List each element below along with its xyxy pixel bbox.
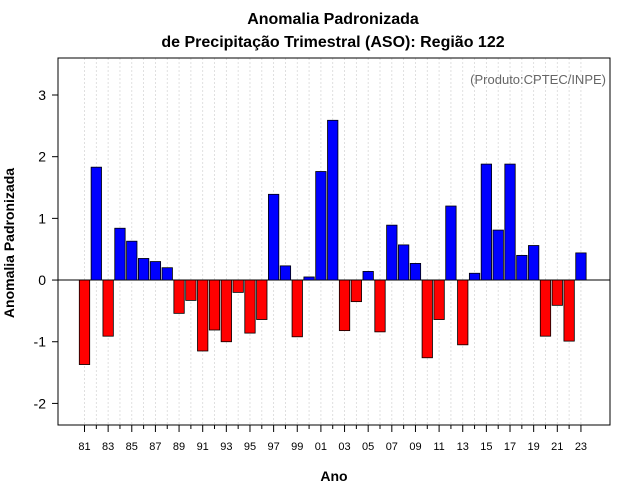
- bar-1987: [149, 261, 162, 281]
- bar-1982: [90, 166, 102, 281]
- bar-1995: [244, 279, 256, 334]
- x-tick-label: 87: [149, 441, 161, 453]
- bar-2019: [528, 245, 540, 281]
- x-tick-label: 01: [315, 441, 327, 453]
- bar-2017: [504, 163, 516, 281]
- bar-2011: [433, 279, 445, 320]
- bar-1983: [102, 279, 114, 337]
- x-axis: 81 83 85 87 89 91 93 95 97 99 01 03 05 07 09 11 13 15 17 19…: [78, 425, 587, 453]
- bar-1992: [208, 279, 221, 331]
- chart-title-line2: de Precipitação Trimestral (ASO): Região…: [161, 34, 504, 51]
- x-tick-label: 85: [126, 441, 138, 453]
- x-tick-label: 13: [457, 441, 469, 453]
- bar-1985: [126, 240, 138, 281]
- y-tick-label: 3: [38, 87, 46, 103]
- bar-1986: [137, 258, 150, 281]
- x-tick-label: 19: [528, 441, 540, 453]
- bar-1999: [291, 279, 303, 338]
- x-tick-label: 03: [338, 441, 350, 453]
- bar-2015: [480, 163, 492, 281]
- x-tick-label: 07: [386, 441, 398, 453]
- bar-1998: [279, 265, 292, 281]
- bar-2007: [386, 224, 398, 281]
- bar-2008: [398, 244, 410, 281]
- y-tick-label: 0: [38, 272, 46, 288]
- bar-1989: [173, 279, 185, 314]
- bar-2004: [350, 279, 362, 303]
- y-tick-label: 1: [38, 210, 46, 226]
- plot-frame: [57, 57, 611, 426]
- x-tick-label: 97: [267, 441, 279, 453]
- bar-1993: [220, 279, 232, 343]
- x-tick-label: 91: [197, 441, 209, 453]
- bar-2022: [563, 279, 575, 342]
- y-axis-label: Anomalia Padronizada: [1, 168, 17, 318]
- vertical-gridlines: [84, 58, 582, 425]
- x-tick-label: 11: [433, 441, 444, 453]
- bar-2000: [303, 276, 315, 281]
- bar-2003: [338, 279, 351, 332]
- bar-1981: [78, 279, 91, 365]
- credit-text: (Produto:CPTEC/INPE): [470, 72, 606, 87]
- x-tick-label: 83: [102, 441, 114, 453]
- x-tick-label: 93: [220, 441, 232, 453]
- bar-2001: [315, 171, 327, 281]
- x-tick-label: 89: [173, 441, 185, 453]
- x-tick-label: 09: [409, 441, 421, 453]
- bar-1996: [256, 279, 268, 320]
- bar-1994: [232, 279, 244, 293]
- y-tick-label: -1: [34, 334, 47, 350]
- x-tick-label: 23: [575, 441, 587, 453]
- x-tick-label: 15: [480, 441, 492, 453]
- bar-2006: [374, 279, 386, 333]
- bar-2023: [575, 252, 587, 281]
- y-axis: -2 -1 0 1 2 3: [34, 87, 58, 411]
- x-tick-label: 17: [504, 441, 516, 453]
- bar-2002: [327, 119, 339, 281]
- bar-1988: [161, 267, 173, 281]
- bar-2012: [445, 205, 457, 281]
- bars: [78, 119, 587, 365]
- y-tick-label: -2: [34, 395, 47, 411]
- y-tick-label: 2: [38, 149, 46, 165]
- bar-1990: [185, 279, 197, 301]
- bar-1991: [197, 279, 209, 352]
- bar-2005: [362, 271, 374, 281]
- bar-2021: [551, 279, 563, 306]
- bar-2016: [492, 229, 504, 281]
- chart-title-line1: Anomalia Padronizada: [247, 11, 419, 28]
- bar-1997: [268, 193, 280, 281]
- bar-2014: [468, 272, 481, 281]
- x-tick-label: 05: [362, 441, 374, 453]
- bar-2009: [409, 262, 422, 281]
- bar-2018: [516, 254, 528, 281]
- x-tick-label: 99: [291, 441, 303, 453]
- bar-2013: [457, 279, 469, 346]
- bar-1984: [114, 227, 126, 281]
- bar-2010: [421, 279, 433, 359]
- x-tick-label: 81: [78, 441, 90, 453]
- x-axis-label: Ano: [320, 468, 347, 484]
- x-tick-label: 21: [551, 441, 563, 453]
- x-tick-label: 95: [244, 441, 256, 453]
- bar-2020: [539, 279, 552, 337]
